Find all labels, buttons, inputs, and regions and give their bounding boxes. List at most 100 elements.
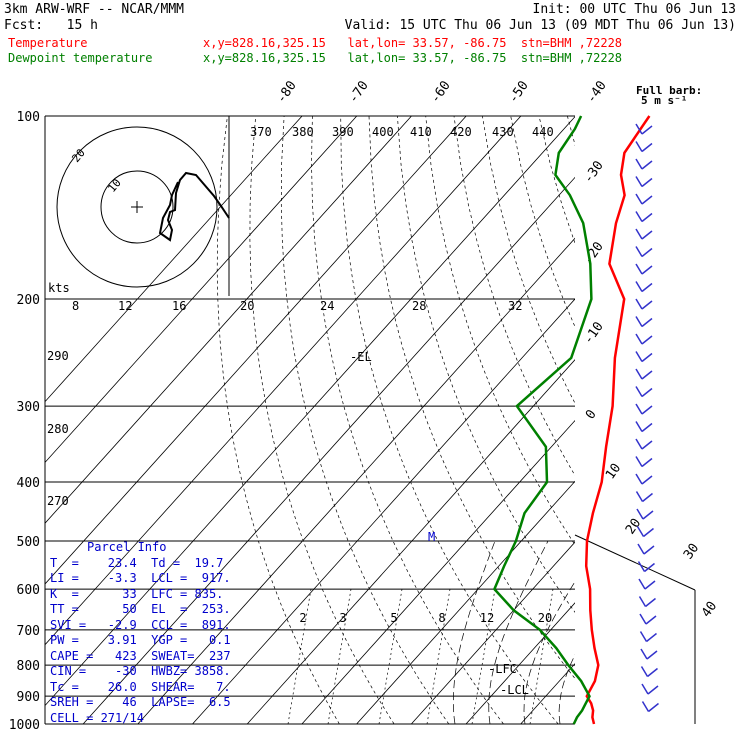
wind-barb-flag: [643, 527, 654, 538]
wind-barb-staff: [635, 246, 643, 257]
mixing-ratio-line: [529, 589, 554, 725]
parcel-row-1: T = 23.4 Td = 19.7: [50, 555, 224, 570]
isotherm-top-label--50: -50: [506, 78, 532, 106]
theta-label-420: 420: [450, 125, 472, 139]
wind-barb-flag: [641, 195, 653, 205]
dewpoint-legend: Dewpoint temperature: [8, 51, 153, 65]
wind-barb-staff: [635, 263, 643, 275]
isotherm: [137, 237, 575, 724]
moist-adiabat: [453, 540, 496, 724]
mixing-ratio-label-5: 5: [390, 611, 397, 625]
wind-barb-flag: [641, 422, 653, 433]
hodograph-ring-inner: [100, 170, 174, 244]
wind-barb-flag: [641, 405, 653, 415]
isotherm: [685, 116, 740, 724]
wind-barb-flag: [641, 125, 653, 135]
dry-adiabat: [249, 116, 395, 724]
mixing-ratio-line: [378, 589, 403, 725]
wind-barb-flag: [641, 387, 653, 398]
wind-barb-staff: [638, 578, 646, 590]
wind-barb-staff: [635, 386, 643, 397]
wind-barb-flag: [641, 440, 653, 450]
hodo-speed-label-24: 24: [320, 299, 334, 313]
wind-barb-flag: [641, 160, 653, 170]
isotherm-right-label--10: -10: [581, 319, 607, 347]
mixing-ratio-label-3: 3: [339, 611, 346, 625]
wind-barb-flag: [642, 510, 654, 520]
parcel-row-9: Tc = 26.0 SHEAR= 7.: [50, 679, 231, 694]
hodograph-ring-label-20: 20: [69, 146, 87, 165]
wind-barb-flag: [648, 702, 659, 713]
pressure-label-400: 400: [17, 476, 40, 491]
hodo-speed-label-32: 32: [508, 299, 522, 313]
parcel-row-3: K = 33 LFC = 835.: [50, 586, 224, 601]
dry-adiabat: [425, 116, 575, 546]
wind-barb-flag: [647, 667, 658, 678]
wind-barb-staff: [641, 683, 649, 695]
wind-barb-flag: [641, 475, 653, 485]
theta-label-440: 440: [532, 125, 554, 139]
theta-label-390: 390: [332, 125, 354, 139]
theta-label-410: 410: [410, 125, 432, 139]
isotherm: [45, 116, 303, 403]
isotherm-top-label--40: -40: [584, 78, 610, 106]
isotherm-top-label--60: -60: [428, 78, 454, 106]
wind-barb-staff: [639, 631, 648, 642]
isotherm-right-label-20: 20: [623, 516, 644, 537]
wind-barb-flag: [641, 457, 653, 468]
mixing-ratio-line: [471, 589, 496, 725]
hodo-speed-label-8: 8: [72, 299, 79, 313]
wind-barb-staff: [638, 596, 647, 607]
hodo-speed-label-kts: kts: [48, 281, 70, 295]
dry-adiabat: [596, 116, 740, 724]
mixing-ratio-label-8: 8: [438, 611, 445, 625]
dry-adiabat: [397, 116, 575, 613]
wind-barb-flag: [644, 580, 656, 590]
dewpoint-profile: [492, 115, 593, 725]
moist-adiabat: [523, 581, 575, 724]
theta-label-380: 380: [292, 125, 314, 139]
hodo-speed-label-12: 12: [118, 299, 132, 313]
hodograph-ring-label-10: 10: [105, 176, 123, 195]
wind-barb-flag: [641, 142, 653, 153]
parcel-row-10: SREH = 46 LAPSE= 6.5: [50, 695, 231, 709]
wind-barb-staff: [635, 211, 643, 222]
mixing-ratio-line: [327, 589, 352, 725]
wind-barb-staff: [635, 351, 643, 362]
wind-barb-flag: [644, 562, 655, 573]
m-marker: M: [428, 530, 435, 544]
theta-left-label-290: 290: [47, 349, 69, 363]
wind-barb-staff: [635, 228, 643, 240]
temperature-location: x,y=828.16,325.15 lat,lon= 33.57, -86.75…: [203, 36, 623, 50]
parcel-row-4: TT = 50 EL = 253.: [50, 602, 231, 616]
wind-barb-staff: [641, 701, 650, 712]
wind-barb-flag: [641, 230, 653, 240]
wind-panel-diagonal: [574, 534, 696, 591]
parcel-row-5: SVI = -2.9 CCL = 891.: [50, 617, 231, 632]
pressure-label-500: 500: [17, 535, 40, 550]
wind-barb-flag: [645, 597, 656, 608]
parcel-row-11: CELL = 271/14: [50, 710, 144, 725]
pressure-label-700: 700: [17, 624, 40, 639]
wind-barb-staff: [635, 158, 643, 170]
wind-barb-staff: [635, 141, 643, 152]
dewpoint-location: x,y=828.16,325.15 lat,lon= 33.57, -86.75…: [203, 51, 623, 65]
moist-adiabat: [488, 540, 549, 724]
isotherms: [45, 116, 740, 724]
pressure-label-1000: 1000: [9, 718, 40, 733]
wind-barb-flag: [641, 370, 653, 380]
dry-adiabat: [538, 116, 575, 244]
isotherm: [575, 116, 740, 724]
wind-barb-flag: [641, 335, 653, 345]
wind-barb-flag: [641, 317, 653, 328]
wind-barb-flag: [643, 545, 655, 555]
wind-barb-staff: [636, 526, 645, 537]
wind-barb-staff: [635, 491, 644, 502]
mixing-ratio-label-12: 12: [480, 611, 494, 625]
wind-barb-flag: [641, 300, 653, 310]
isotherm: [45, 116, 467, 585]
wind-barb-staff: [639, 613, 647, 625]
dry-adiabat: [340, 116, 559, 724]
theta-label-400: 400: [372, 125, 394, 139]
